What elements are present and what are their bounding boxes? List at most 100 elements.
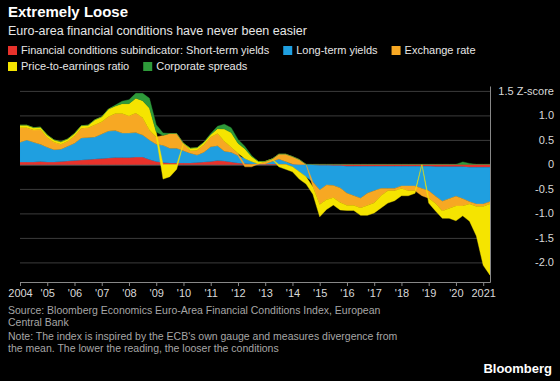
legend-item: Long-term yields xyxy=(283,44,378,56)
legend-swatch xyxy=(8,46,17,55)
tick-mark xyxy=(347,282,348,286)
grid-line xyxy=(20,91,490,92)
tick-mark xyxy=(265,282,266,286)
chart-container: Extremely Loose Euro-area financial condi… xyxy=(0,0,560,381)
legend-item: Corporate spreads xyxy=(143,60,248,72)
x-tick-label: '08 xyxy=(122,287,136,299)
legend-item: Price-to-earnings ratio xyxy=(8,60,129,72)
x-tick-label: '20 xyxy=(449,287,463,299)
tick-mark xyxy=(129,282,130,286)
y-axis-line xyxy=(490,87,491,283)
legend-label: Corporate spreads xyxy=(156,60,248,72)
x-tick: '15 xyxy=(313,282,327,299)
note: the mean. The lower the reading, the loo… xyxy=(8,342,279,354)
x-tick-label: '05 xyxy=(41,287,55,299)
x-tick-label: 2021 xyxy=(471,287,495,299)
tick-mark xyxy=(238,282,239,286)
x-tick: '14 xyxy=(286,282,300,299)
legend-item: Financial conditions subindicator: Short… xyxy=(8,44,270,56)
title: Extremely Loose xyxy=(8,3,128,20)
x-tick: '13 xyxy=(259,282,273,299)
legend-label: Financial conditions subindicator: Short… xyxy=(21,44,270,56)
x-tick-label: '11 xyxy=(204,287,218,299)
legend-swatch xyxy=(143,62,152,71)
x-tick: '20 xyxy=(449,282,463,299)
grid-line xyxy=(20,213,490,214)
y-tick-label: -1.0 xyxy=(535,207,554,219)
x-tick: '05 xyxy=(41,282,55,299)
x-tick: '12 xyxy=(231,282,245,299)
grid-line xyxy=(20,262,490,263)
x-tick-label: '14 xyxy=(286,287,300,299)
x-axis-line xyxy=(21,282,491,283)
legend-swatch xyxy=(8,62,17,71)
tick-mark xyxy=(483,282,484,286)
y-tick-label: 1.0 xyxy=(539,109,554,121)
area-series xyxy=(20,93,490,164)
tick-mark xyxy=(374,282,375,286)
tick-mark xyxy=(47,282,48,286)
x-tick: '17 xyxy=(368,282,382,299)
source: Central Bank xyxy=(8,316,69,328)
tick-mark xyxy=(429,282,430,286)
x-tick-label: '06 xyxy=(68,287,82,299)
legend-label: Price-to-earnings ratio xyxy=(21,60,129,72)
x-tick: '09 xyxy=(150,282,164,299)
x-axis: 2004 '05 '06 '07 '08 '09 '10 '11 '12 '13 '14 '15 '16… xyxy=(8,282,496,299)
legend-swatch xyxy=(283,46,292,55)
x-tick: '08 xyxy=(122,282,136,299)
chart-svg: Extremely Loose Euro-area financial condi… xyxy=(0,0,560,381)
tick-mark xyxy=(183,282,184,286)
x-tick: '06 xyxy=(68,282,82,299)
credit: Bloomberg xyxy=(483,361,552,376)
legend-label: Long-term yields xyxy=(296,44,378,56)
legend-label: Exchange rate xyxy=(405,44,476,56)
y-tick-label: 0 xyxy=(548,158,554,170)
x-tick-label: '09 xyxy=(150,287,164,299)
y-tick: -2.0 xyxy=(20,256,554,268)
x-tick: '10 xyxy=(177,282,191,299)
y-tick-label: -2.0 xyxy=(535,256,554,268)
y-axis: 1.5 Z-score 1.0 0.5 0 -0.5 -1.0 -1.5 -2.0 xyxy=(20,85,554,283)
x-tick-label: 2004 xyxy=(8,287,32,299)
y-tick-label: -0.5 xyxy=(535,183,554,195)
x-tick-label: '10 xyxy=(177,287,191,299)
tick-mark xyxy=(456,282,457,286)
y-tick: -1.5 xyxy=(20,232,554,244)
x-tick-label: '07 xyxy=(95,287,109,299)
x-tick-label: '15 xyxy=(313,287,327,299)
tick-mark xyxy=(292,282,293,286)
x-tick-label: '13 xyxy=(259,287,273,299)
y-tick-label: 1.5 Z-score xyxy=(498,85,554,97)
legend-item: Exchange rate xyxy=(392,44,476,56)
tick-mark xyxy=(20,282,21,286)
tick-mark xyxy=(102,282,103,286)
x-tick: '07 xyxy=(95,282,109,299)
x-tick-label: '16 xyxy=(340,287,354,299)
x-tick: '16 xyxy=(340,282,354,299)
x-tick: '11 xyxy=(204,282,218,299)
area-series xyxy=(20,98,490,275)
x-tick: 2021 xyxy=(471,282,495,299)
x-tick-label: '12 xyxy=(231,287,245,299)
x-tick-label: '17 xyxy=(368,287,382,299)
x-tick: '18 xyxy=(395,282,409,299)
tick-mark xyxy=(320,282,321,286)
tick-mark xyxy=(74,282,75,286)
x-tick-label: '18 xyxy=(395,287,409,299)
subtitle: Euro-area financial conditions have neve… xyxy=(8,24,307,38)
note: Note: The index is inspired by the ECB's… xyxy=(8,330,398,342)
source: Source: Bloomberg Economics Euro-Area Fi… xyxy=(8,304,381,316)
plot-area xyxy=(20,93,490,275)
x-tick-label: '19 xyxy=(422,287,436,299)
tick-mark xyxy=(401,282,402,286)
y-tick: 1.5 Z-score xyxy=(20,85,554,97)
legend-swatch xyxy=(392,46,401,55)
y-tick-label: 0.5 xyxy=(539,134,554,146)
background xyxy=(0,0,560,381)
legend: Financial conditions subindicator: Short… xyxy=(8,44,476,72)
tick-mark xyxy=(211,282,212,286)
tick-mark xyxy=(156,282,157,286)
x-tick: 2004 xyxy=(8,282,32,299)
grid-line xyxy=(20,115,490,116)
